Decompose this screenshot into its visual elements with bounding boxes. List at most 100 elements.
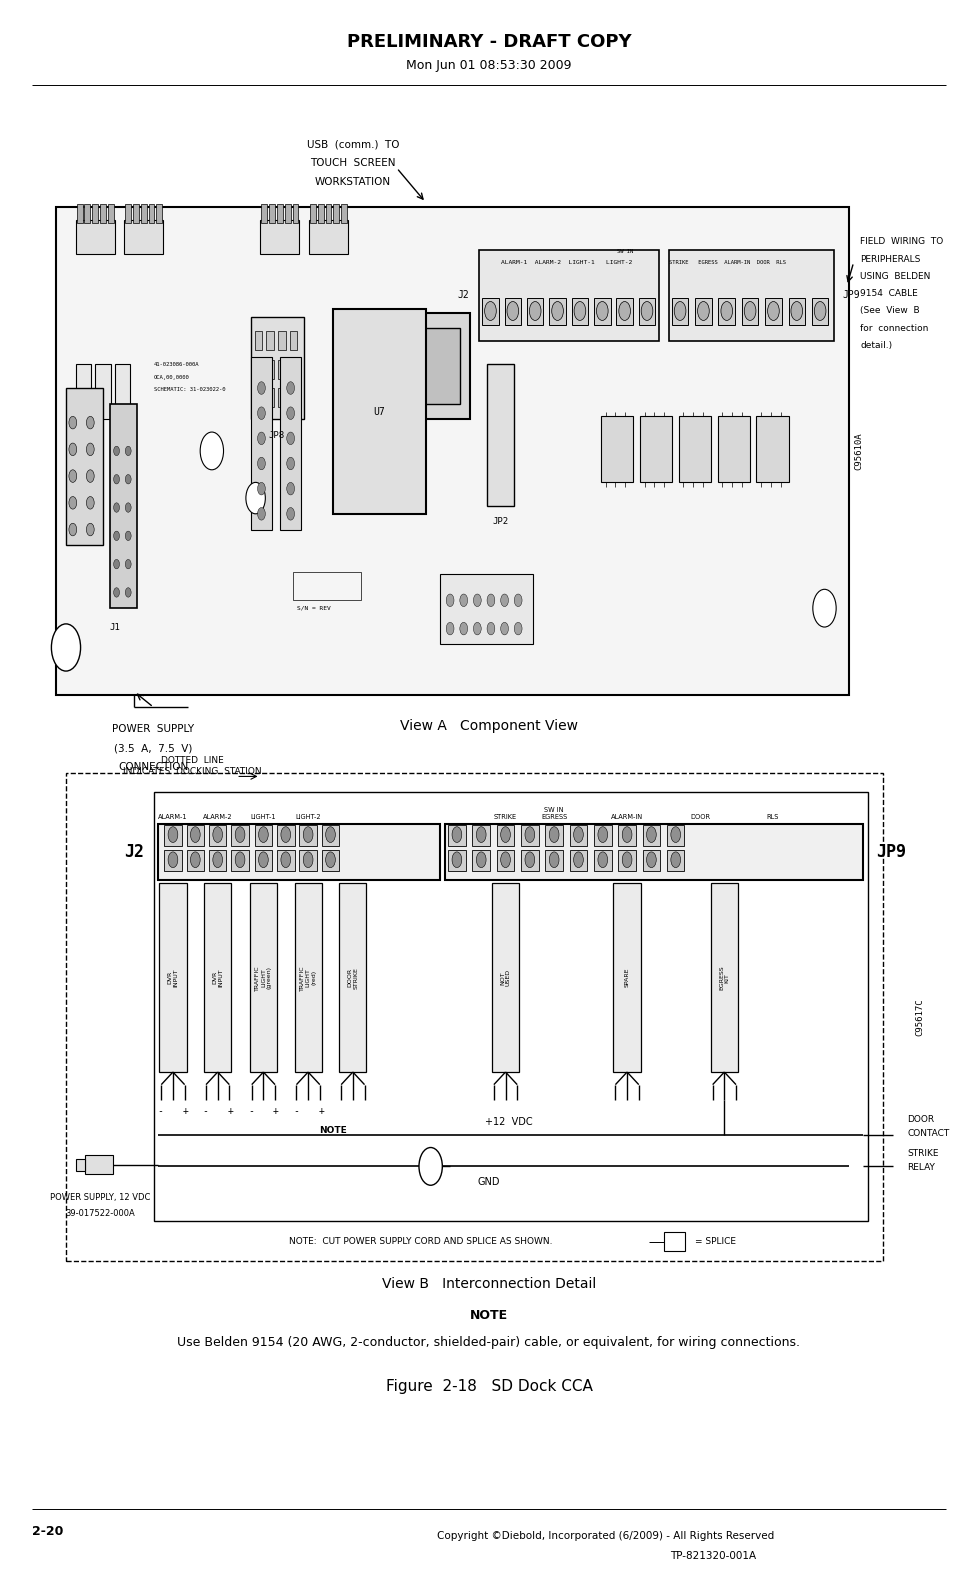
Text: NOT
USED: NOT USED: [499, 969, 510, 986]
Text: (3.5  A,  7.5  V): (3.5 A, 7.5 V): [114, 743, 192, 753]
Bar: [521, 825, 538, 846]
Text: JP2: JP2: [492, 518, 508, 525]
Circle shape: [641, 301, 653, 320]
Bar: [76, 204, 82, 222]
Text: JP8: JP8: [269, 431, 284, 440]
Bar: [187, 851, 204, 871]
Circle shape: [191, 852, 200, 868]
Circle shape: [525, 827, 534, 843]
Circle shape: [500, 593, 508, 606]
Circle shape: [621, 852, 631, 868]
Bar: [75, 365, 91, 420]
Bar: [164, 851, 182, 871]
Circle shape: [646, 827, 656, 843]
Text: DVR
INPUT: DVR INPUT: [167, 969, 178, 986]
Circle shape: [500, 827, 510, 843]
Bar: [764, 298, 781, 325]
Circle shape: [459, 622, 467, 634]
Circle shape: [68, 497, 76, 510]
Circle shape: [68, 524, 76, 537]
Circle shape: [86, 470, 94, 483]
Circle shape: [514, 593, 522, 606]
Circle shape: [86, 417, 94, 429]
Circle shape: [213, 827, 223, 843]
Text: CONTACT: CONTACT: [907, 1128, 949, 1138]
Circle shape: [280, 827, 290, 843]
Circle shape: [743, 301, 755, 320]
Bar: [107, 204, 113, 222]
Bar: [65, 388, 103, 546]
Bar: [600, 417, 632, 483]
Text: C95610A: C95610A: [853, 432, 862, 470]
Bar: [292, 204, 298, 222]
Text: SW IN: SW IN: [616, 249, 633, 254]
Bar: [341, 204, 347, 222]
Circle shape: [258, 827, 268, 843]
Circle shape: [476, 827, 486, 843]
Text: NOTE: NOTE: [470, 1310, 507, 1322]
Text: NOTE:  CUT POWER SUPPLY CORD AND SPLICE AS SHOWN.: NOTE: CUT POWER SUPPLY CORD AND SPLICE A…: [289, 1237, 552, 1247]
Circle shape: [113, 587, 119, 596]
Circle shape: [125, 503, 131, 513]
Bar: [496, 825, 514, 846]
Circle shape: [673, 301, 685, 320]
Bar: [277, 388, 285, 407]
Bar: [289, 360, 297, 379]
Bar: [266, 388, 274, 407]
Text: GND: GND: [477, 1177, 500, 1187]
Circle shape: [125, 532, 131, 541]
Text: TP-821320-001A: TP-821320-001A: [669, 1551, 755, 1561]
Circle shape: [697, 301, 708, 320]
Bar: [261, 204, 267, 222]
Bar: [420, 328, 459, 404]
Circle shape: [303, 852, 313, 868]
Bar: [254, 331, 262, 350]
Bar: [811, 298, 828, 325]
Bar: [671, 298, 688, 325]
Circle shape: [113, 532, 119, 541]
Bar: [310, 204, 316, 222]
Text: POWER  SUPPLY: POWER SUPPLY: [112, 724, 194, 734]
Circle shape: [525, 852, 534, 868]
Bar: [642, 825, 659, 846]
Bar: [663, 1232, 685, 1251]
Bar: [292, 571, 361, 600]
Circle shape: [113, 503, 119, 513]
Text: J2: J2: [124, 843, 144, 862]
Circle shape: [125, 475, 131, 484]
Bar: [479, 249, 658, 341]
Text: STRIKE   EGRESS  ALARM-IN  DOOR  RLS: STRIKE EGRESS ALARM-IN DOOR RLS: [668, 260, 785, 265]
Circle shape: [286, 508, 294, 521]
Circle shape: [86, 497, 94, 510]
Text: View A   Component View: View A Component View: [400, 720, 577, 734]
Circle shape: [234, 852, 244, 868]
Bar: [639, 417, 671, 483]
Text: 9154  CABLE: 9154 CABLE: [860, 289, 917, 298]
Circle shape: [473, 622, 481, 634]
Text: TRAFFIC
LIGHT
(red): TRAFFIC LIGHT (red): [300, 964, 317, 991]
Text: DOOR: DOOR: [689, 814, 709, 821]
Bar: [527, 298, 543, 325]
Text: 41-023086-000A: 41-023086-000A: [153, 361, 198, 368]
Bar: [75, 1158, 85, 1171]
Circle shape: [257, 382, 265, 394]
Text: CONNECTION: CONNECTION: [118, 762, 189, 772]
Circle shape: [257, 508, 265, 521]
Circle shape: [618, 301, 630, 320]
Circle shape: [257, 432, 265, 445]
Bar: [545, 825, 563, 846]
Bar: [617, 851, 635, 871]
Circle shape: [621, 827, 631, 843]
Bar: [294, 884, 321, 1071]
Text: -: -: [247, 1106, 253, 1116]
Bar: [232, 851, 248, 871]
Bar: [447, 851, 465, 871]
Circle shape: [485, 301, 495, 320]
Bar: [254, 851, 272, 871]
Text: 39-017522-000A: 39-017522-000A: [65, 1209, 135, 1218]
Bar: [695, 298, 711, 325]
Text: NOTE: NOTE: [319, 1125, 347, 1135]
Bar: [472, 825, 489, 846]
Bar: [299, 851, 317, 871]
Text: ALARM-2: ALARM-2: [202, 814, 233, 821]
